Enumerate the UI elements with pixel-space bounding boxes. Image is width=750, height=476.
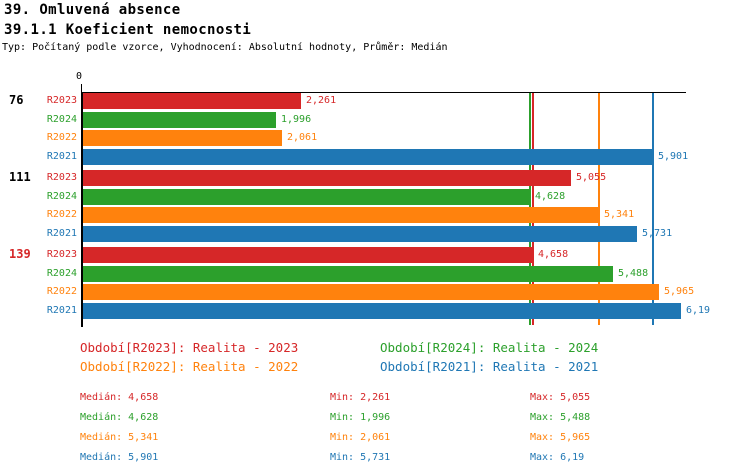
bar-r2023-111 (83, 170, 571, 186)
bar-value-r2024-111: 4,628 (535, 191, 566, 202)
bar-r2022-111 (83, 207, 599, 223)
stat-median-r2023: Medián: 4,658 (80, 392, 159, 403)
stat-median-r2022: Medián: 5,341 (80, 432, 159, 443)
stat-min-r2021: Min: 5,731 (330, 452, 391, 463)
bar-r2021-139 (83, 303, 681, 319)
bar-r2024-76 (83, 112, 276, 128)
series-label-r2024-111: R2024 (46, 191, 77, 202)
bar-r2022-76 (83, 130, 282, 146)
bar-r2022-139 (83, 284, 659, 300)
bar-value-r2023-111: 5,055 (576, 172, 607, 183)
bar-r2023-139 (83, 247, 533, 263)
bar-r2024-111 (83, 189, 530, 205)
series-label-r2021-139: R2021 (46, 305, 77, 316)
legend-item-r2023: Období[R2023]: Realita - 2023 (80, 340, 299, 355)
series-label-r2024-139: R2024 (46, 268, 77, 279)
chart-meta: Typ: Počítaný podle vzorce, Vyhodnocení:… (2, 42, 448, 53)
series-label-r2023-76: R2023 (46, 95, 77, 106)
bar-r2021-76 (83, 149, 653, 165)
median-line-r2021 (652, 93, 654, 325)
bar-value-r2024-76: 1,996 (281, 114, 312, 125)
series-label-r2024-76: R2024 (46, 114, 77, 125)
bar-r2021-111 (83, 226, 637, 242)
series-label-r2022-139: R2022 (46, 286, 77, 297)
legend-item-r2022: Období[R2022]: Realita - 2022 (80, 359, 299, 374)
bar-value-r2021-139: 6,19 (686, 305, 711, 316)
bar-value-r2023-76: 2,261 (306, 95, 337, 106)
axis-zero-label: 0 (76, 71, 83, 82)
group-label-76: 76 (9, 93, 24, 107)
bar-value-r2024-139: 5,488 (618, 268, 649, 279)
stat-max-r2024: Max: 5,488 (530, 412, 591, 423)
bar-value-r2022-111: 5,341 (604, 209, 635, 220)
axis-line-top (82, 92, 686, 93)
page-subtitle: 39.1.1 Koeficient nemocnosti (4, 22, 252, 38)
series-label-r2023-139: R2023 (46, 249, 77, 260)
series-label-r2021-76: R2021 (46, 151, 77, 162)
bar-value-r2023-139: 4,658 (538, 249, 569, 260)
median-line-r2022 (598, 93, 600, 325)
bar-value-r2022-76: 2,061 (287, 132, 318, 143)
bar-r2024-139 (83, 266, 613, 282)
stat-max-r2023: Max: 5,055 (530, 392, 591, 403)
series-label-r2022-111: R2022 (46, 209, 77, 220)
group-label-139: 139 (9, 247, 31, 261)
legend-item-r2021: Období[R2021]: Realita - 2021 (380, 359, 599, 374)
page-title: 39. Omluvená absence (4, 2, 181, 18)
series-label-r2022-76: R2022 (46, 132, 77, 143)
bar-value-r2021-111: 5,731 (642, 228, 673, 239)
legend-item-r2024: Období[R2024]: Realita - 2024 (380, 340, 599, 355)
stat-median-r2021: Medián: 5,901 (80, 452, 159, 463)
stat-min-r2024: Min: 1,996 (330, 412, 391, 423)
bar-r2023-76 (83, 93, 301, 109)
stat-max-r2021: Max: 6,19 (530, 452, 585, 463)
bar-value-r2021-76: 5,901 (658, 151, 689, 162)
stat-min-r2022: Min: 2,061 (330, 432, 391, 443)
axis-line-vertical (81, 92, 83, 327)
stat-max-r2022: Max: 5,965 (530, 432, 591, 443)
series-label-r2023-111: R2023 (46, 172, 77, 183)
stat-median-r2024: Medián: 4,628 (80, 412, 159, 423)
group-label-111: 111 (9, 170, 31, 184)
stat-min-r2023: Min: 2,261 (330, 392, 391, 403)
bar-value-r2022-139: 5,965 (664, 286, 695, 297)
axis-zero-tick (81, 84, 82, 92)
series-label-r2021-111: R2021 (46, 228, 77, 239)
